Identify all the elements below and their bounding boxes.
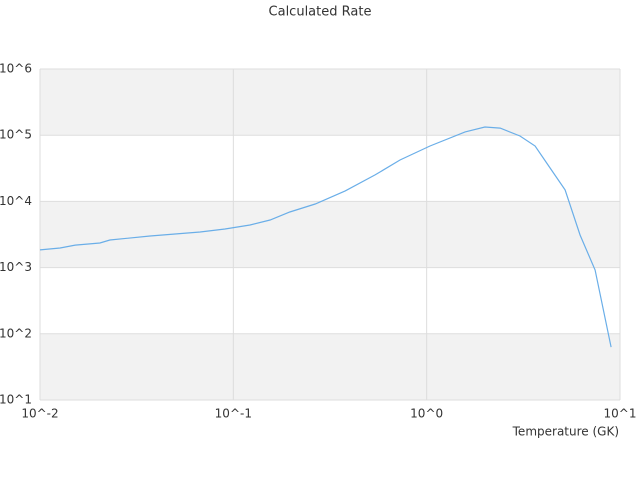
bands xyxy=(40,69,620,400)
y-tick-label: 10^2 xyxy=(0,326,32,340)
x-tick-label: 10^0 xyxy=(410,407,443,421)
grid-band xyxy=(40,69,620,136)
x-tick-label: 10^1 xyxy=(604,407,637,421)
grid-band xyxy=(40,333,620,400)
line xyxy=(39,126,612,348)
chart-title: Calculated Rate xyxy=(269,5,372,20)
x-axis-label: Temperature (GK) xyxy=(512,425,619,439)
grid-band xyxy=(40,201,620,268)
y-tick-label: 10^5 xyxy=(0,128,32,142)
y-tick-label: 10^6 xyxy=(0,62,32,76)
x-tick-label: 10^-1 xyxy=(215,407,252,421)
y-tick-label: 10^4 xyxy=(0,194,32,208)
x-tick-label: 10^-2 xyxy=(21,407,58,421)
y-tick-label: 10^3 xyxy=(0,260,32,274)
y-tick-label: 10^1 xyxy=(0,393,32,407)
